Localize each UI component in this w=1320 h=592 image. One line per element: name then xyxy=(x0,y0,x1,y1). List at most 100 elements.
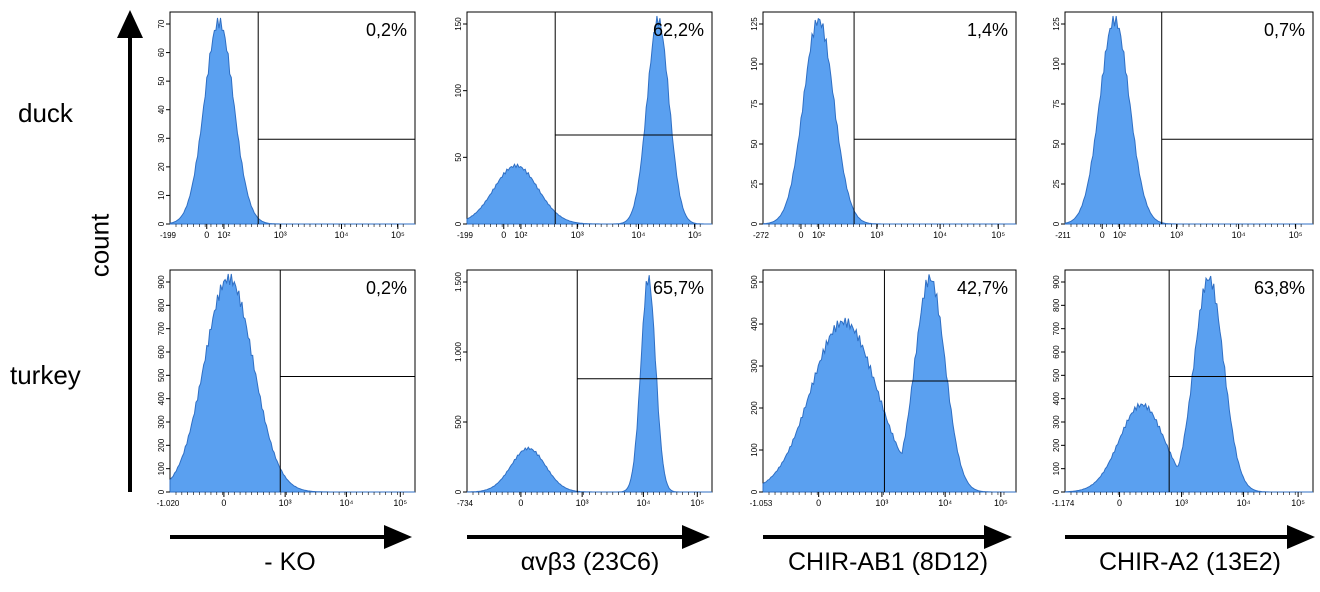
y-tick-label: 800 xyxy=(1052,298,1061,312)
x-tick-label: 10⁵ xyxy=(991,230,1005,240)
y-tick-label: 75 xyxy=(1052,99,1061,108)
x-tick-label: 0 xyxy=(798,230,803,240)
x-min-tick-label: -199 xyxy=(160,231,177,240)
x-tick-label: 10³ xyxy=(875,498,888,508)
x-tick-label: 0 xyxy=(221,498,226,508)
x-tick-label: 10⁵ xyxy=(1291,498,1305,508)
y-tick-label: 60 xyxy=(157,48,166,57)
y-tick-label: 70 xyxy=(157,19,166,28)
y-tick-label: 500 xyxy=(157,368,166,382)
x-tick-label: 10³ xyxy=(279,498,292,508)
histogram-area xyxy=(1064,275,1313,493)
x-tick-label: 0 xyxy=(501,230,506,240)
y-tick-label: 0 xyxy=(750,221,759,226)
x-tick-label: 0 xyxy=(1117,498,1122,508)
x-tick-label: 10⁵ xyxy=(391,230,405,240)
x-tick-label: 10² xyxy=(1113,230,1126,240)
histogram-panel: 0,2% -199 0 10² 10³ 10⁴ 10⁵ 0 10 20 30 40 50 60 70 xyxy=(157,11,416,240)
column-label-ko: - KO xyxy=(264,548,316,576)
y-tick-label: 50 xyxy=(157,76,166,85)
y-tick-label: 100 xyxy=(157,461,166,475)
histogram-area xyxy=(762,274,1016,493)
histogram-panel: 0,7% -211 0 10² 10³ 10⁴ 10⁵ 0 25 50 75 100 125 xyxy=(1052,11,1314,240)
column-label-chir-a2: CHIR-A2 (13E2) xyxy=(1099,548,1281,576)
x-tick-label: 10⁴ xyxy=(632,230,646,240)
y-tick-label: 0 xyxy=(157,489,166,494)
y-tick-label: 20 xyxy=(157,162,166,171)
y-tick-label: 100 xyxy=(750,443,759,457)
column-label-chir-ab1: CHIR-AB1 (8D12) xyxy=(787,548,989,576)
y-tick-label: 40 xyxy=(157,105,166,114)
x-tick-label: 10³ xyxy=(274,230,287,240)
x-tick-label: 10⁵ xyxy=(1289,230,1303,240)
x-tick-label: 10⁴ xyxy=(938,498,952,508)
histogram-panel: 62,2% -199 0 10² 10³ 10⁴ 10⁵ 0 50 100 150 xyxy=(454,11,713,240)
x-tick-label: 10³ xyxy=(571,230,584,240)
x-tick-label: 10⁵ xyxy=(690,498,704,508)
y-tick-label: 400 xyxy=(750,317,759,331)
y-tick-label: 10 xyxy=(157,190,166,199)
x-min-tick-label: -211 xyxy=(1055,231,1071,240)
y-tick-label: 300 xyxy=(1052,415,1061,429)
histogram-panel: 63,8% -1.174 0 10³ 10⁴ 10⁵ 0 100 200 300 400 500 600… xyxy=(1052,269,1314,508)
histogram-panel: 1,4% -272 0 10² 10³ 10⁴ 10⁵ 0 25 50 75 100 125 xyxy=(750,11,1017,240)
y-tick-label: 0 xyxy=(750,489,759,494)
x-tick-label: 10² xyxy=(217,230,230,240)
y-tick-label: 200 xyxy=(750,401,759,415)
histogram-area xyxy=(169,17,415,225)
x-tick-label: 10⁴ xyxy=(1237,498,1251,508)
y-tick-label: 300 xyxy=(157,415,166,429)
y-tick-label: 100 xyxy=(1052,57,1061,71)
x-tick-label: 10² xyxy=(812,230,825,240)
x-arrow-head xyxy=(384,525,412,549)
x-tick-label: 10³ xyxy=(1175,498,1188,508)
y-tick-label: 100 xyxy=(750,57,759,71)
y-tick-label: 0 xyxy=(454,221,463,226)
x-tick-label: 10⁴ xyxy=(1232,230,1246,240)
gate-percent-label: 62,2% xyxy=(653,20,704,40)
x-tick-label: 10³ xyxy=(576,498,589,508)
histogram-panel: 65,7% -734 0 10³ 10⁴ 10⁵ 0 500 1.000 1.500 xyxy=(454,269,713,508)
y-tick-label: 500 xyxy=(750,275,759,289)
x-tick-label: 10³ xyxy=(1170,230,1183,240)
y-tick-label: 30 xyxy=(157,133,166,142)
y-tick-label: 50 xyxy=(1052,139,1061,148)
y-tick-label: 600 xyxy=(1052,345,1061,359)
y-tick-label: 125 xyxy=(750,17,759,31)
x-arrow-head xyxy=(1287,525,1315,549)
row-label-turkey: turkey xyxy=(10,360,81,390)
y-tick-label: 150 xyxy=(454,17,463,31)
x-tick-label: 10⁴ xyxy=(636,498,650,508)
y-tick-label: 25 xyxy=(1052,179,1061,188)
x-min-tick-label: -199 xyxy=(457,231,474,240)
y-tick-label: 400 xyxy=(157,391,166,405)
x-arrow-head xyxy=(984,525,1012,549)
y-tick-label: 0 xyxy=(1052,489,1061,494)
gate-percent-label: 0,7% xyxy=(1264,20,1305,40)
y-tick-label: 700 xyxy=(1052,321,1061,335)
y-tick-label: 25 xyxy=(750,179,759,188)
gate-percent-label: 1,4% xyxy=(967,20,1008,40)
histogram-area xyxy=(1064,15,1313,225)
y-axis-label: count xyxy=(84,213,115,278)
histogram-area xyxy=(466,275,712,493)
y-tick-label: 0 xyxy=(454,489,463,494)
y-tick-label: 0 xyxy=(157,221,166,226)
histogram-area xyxy=(762,17,1016,225)
y-tick-label: 100 xyxy=(1052,461,1061,475)
y-tick-label: 200 xyxy=(1052,438,1061,452)
x-tick-label: 10⁴ xyxy=(335,230,349,240)
x-tick-label: 10⁵ xyxy=(994,498,1008,508)
x-tick-label: 0 xyxy=(518,498,523,508)
y-tick-label: 300 xyxy=(750,359,759,373)
x-tick-label: 0 xyxy=(816,498,821,508)
x-min-tick-label: -734 xyxy=(457,499,474,508)
x-tick-label: 0 xyxy=(1100,230,1105,240)
y-tick-label: 1.000 xyxy=(454,341,463,362)
x-min-tick-label: -1.020 xyxy=(157,499,180,508)
gate-percent-label: 63,8% xyxy=(1254,278,1305,298)
histogram-panel: 42,7% -1.053 0 10³ 10⁴ 10⁵ 0 100 200 300 400 500 xyxy=(750,269,1017,508)
y-tick-label: 100 xyxy=(454,83,463,97)
x-arrow-head xyxy=(682,525,710,549)
